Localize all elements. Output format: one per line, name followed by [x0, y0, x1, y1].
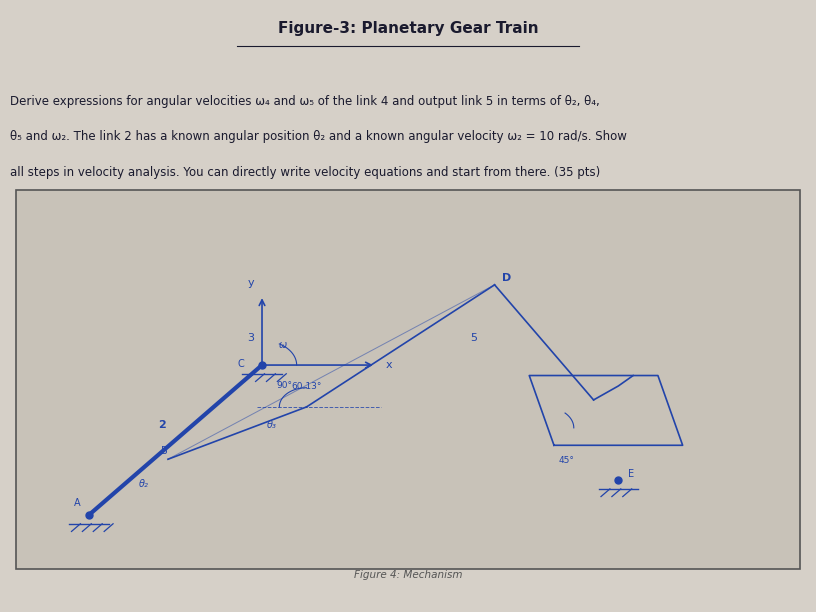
Text: x: x — [386, 360, 392, 370]
Text: A: A — [74, 498, 81, 509]
Text: θ₅ and ω₂. The link 2 has a known angular position θ₂ and a known angular veloci: θ₅ and ω₂. The link 2 has a known angula… — [10, 130, 627, 143]
Text: 60.13°: 60.13° — [291, 382, 322, 392]
Text: 3: 3 — [247, 333, 254, 343]
Text: θ₃: θ₃ — [267, 420, 277, 430]
Text: 5: 5 — [470, 333, 477, 343]
Text: B: B — [161, 446, 167, 456]
Text: Figure-3: Planetary Gear Train: Figure-3: Planetary Gear Train — [277, 21, 539, 37]
Text: θ₂: θ₂ — [138, 479, 149, 489]
Text: Derive expressions for angular velocities ω₄ and ω₅ of the link 4 and output lin: Derive expressions for angular velocitie… — [10, 95, 600, 108]
Text: E: E — [628, 469, 634, 479]
Text: y: y — [248, 278, 255, 288]
Text: C: C — [237, 359, 244, 369]
Text: ω: ω — [279, 340, 287, 349]
Text: 2: 2 — [158, 420, 166, 430]
Text: D: D — [502, 274, 512, 283]
Text: 90°: 90° — [277, 381, 293, 390]
Text: 45°: 45° — [559, 456, 574, 465]
Text: all steps in velocity analysis. You can directly write velocity equations and st: all steps in velocity analysis. You can … — [10, 166, 600, 179]
Text: Figure 4: Mechanism: Figure 4: Mechanism — [354, 570, 462, 580]
Bar — [16, 190, 800, 569]
